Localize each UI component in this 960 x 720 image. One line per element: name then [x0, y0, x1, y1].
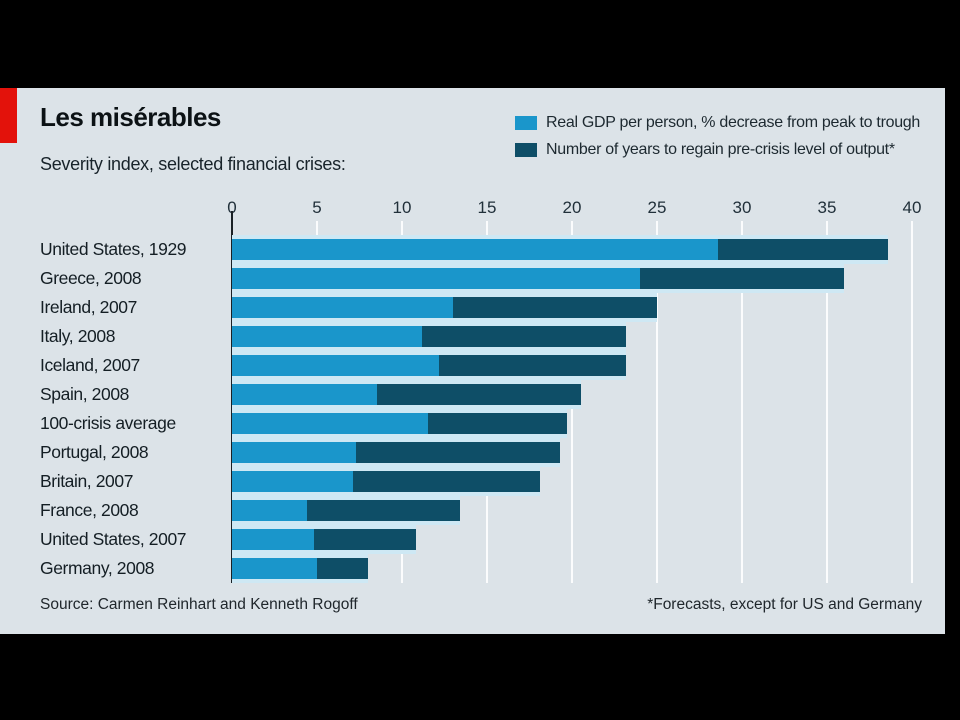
segment-years-to-regain	[356, 442, 561, 463]
segment-gdp-decrease	[232, 384, 377, 405]
gridline	[656, 221, 658, 583]
segment-years-to-regain	[439, 355, 627, 376]
segment-gdp-decrease	[232, 355, 440, 376]
category-label: United States, 1929	[40, 239, 187, 259]
x-tick-label: 0	[227, 198, 237, 217]
segment-years-to-regain	[422, 326, 627, 347]
segment-gdp-decrease	[232, 413, 428, 434]
segment-gdp-decrease	[232, 500, 307, 521]
chart-subtitle: Severity index, selected financial crise…	[40, 154, 346, 174]
category-labels: United States, 1929 Greece, 2008 Ireland, …	[40, 235, 230, 583]
x-tick-label: 25	[647, 198, 667, 217]
plot-area	[231, 211, 913, 583]
bar-row	[232, 351, 912, 380]
gridline	[826, 221, 828, 583]
stacked-bar	[232, 326, 627, 347]
segment-years-to-regain	[313, 529, 416, 550]
bar-row	[232, 438, 912, 467]
category-label: Greece, 2008	[40, 268, 142, 288]
bar-row	[232, 380, 912, 409]
gridline	[741, 221, 743, 583]
segment-gdp-decrease	[232, 326, 423, 347]
bar-row	[232, 264, 912, 293]
chart-title: Les misérables	[40, 102, 221, 132]
category-label: Portugal, 2008	[40, 442, 149, 462]
segment-years-to-regain	[640, 268, 844, 289]
stacked-bar	[232, 558, 368, 579]
category-label: Spain, 2008	[40, 384, 130, 404]
segment-gdp-decrease	[232, 268, 640, 289]
segment-years-to-regain	[453, 297, 657, 318]
segment-years-to-regain	[352, 471, 540, 492]
stacked-bar	[232, 268, 844, 289]
chart-panel: Les misérables Severity index, selected …	[0, 88, 945, 634]
bar-row	[232, 525, 912, 554]
segment-gdp-decrease	[232, 239, 719, 260]
stacked-bar	[232, 413, 567, 434]
segment-years-to-regain	[427, 413, 567, 434]
bar-row	[232, 467, 912, 496]
stacked-bar	[232, 529, 416, 550]
segment-years-to-regain	[376, 384, 581, 405]
category-label: France, 2008	[40, 500, 139, 520]
stacked-bar	[232, 355, 627, 376]
x-tick-label: 5	[312, 198, 322, 217]
category-label: Germany, 2008	[40, 558, 155, 578]
x-axis: 0 5 10 15 20 25 30 35 40	[227, 198, 921, 220]
bar-row	[232, 496, 912, 525]
segment-years-to-regain	[306, 500, 460, 521]
segment-gdp-decrease	[232, 529, 314, 550]
x-tick-label: 20	[562, 198, 582, 217]
x-tick-label: 15	[477, 198, 497, 217]
stacked-bar	[232, 442, 561, 463]
legend-item-years: Number of years to regain pre-crisis lev…	[515, 141, 920, 159]
segment-years-to-regain	[317, 558, 368, 579]
category-label: Italy, 2008	[40, 326, 116, 346]
x-tick-label: 30	[732, 198, 752, 217]
segment-gdp-decrease	[232, 471, 353, 492]
legend: Real GDP per person, % decrease from pea…	[515, 114, 920, 168]
legend-item-gdp: Real GDP per person, % decrease from pea…	[515, 114, 920, 132]
bar-row	[232, 235, 912, 264]
stacked-bar	[232, 297, 657, 318]
category-label: United States, 2007	[40, 529, 187, 549]
segment-years-to-regain	[718, 239, 889, 260]
category-label: Ireland, 2007	[40, 297, 137, 317]
stacked-bar	[232, 239, 889, 260]
segment-gdp-decrease	[232, 297, 453, 318]
x-tick-label: 40	[902, 198, 922, 217]
gridline	[911, 221, 913, 583]
legend-swatch-light-blue	[515, 116, 538, 130]
bar-row	[232, 554, 912, 583]
stacked-bar	[232, 471, 540, 492]
legend-label: Number of years to regain pre-crisis lev…	[546, 141, 895, 158]
bar-row	[232, 322, 912, 351]
bar-row	[232, 409, 912, 438]
category-label: 100-crisis average	[40, 413, 176, 433]
legend-swatch-dark-blue	[515, 143, 538, 157]
category-label: Britain, 2007	[40, 471, 134, 491]
category-label: Iceland, 2007	[40, 355, 140, 375]
forecast-footnote: *Forecasts, except for US and Germany	[647, 596, 922, 613]
x-tick-label: 10	[392, 198, 412, 217]
stacked-bar	[232, 384, 581, 405]
economist-red-tab	[0, 88, 17, 143]
x-tick-label: 35	[817, 198, 837, 217]
source-note: Source: Carmen Reinhart and Kenneth Rogo…	[40, 596, 358, 613]
bar-row	[232, 293, 912, 322]
segment-gdp-decrease	[232, 442, 357, 463]
stacked-bar	[232, 500, 460, 521]
segment-gdp-decrease	[232, 558, 317, 579]
legend-label: Real GDP per person, % decrease from pea…	[546, 114, 920, 131]
